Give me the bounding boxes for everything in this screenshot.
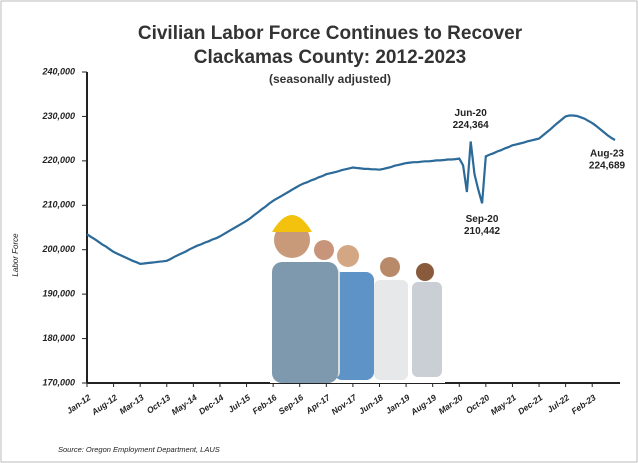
hard-hat xyxy=(272,215,312,232)
value-label: 210,442 xyxy=(464,226,501,237)
chart-subtitle: Clackamas County: 2012-2023 xyxy=(194,47,466,68)
worker-head xyxy=(380,257,400,277)
worker-figure xyxy=(334,272,374,380)
y-tick-label: 220,000 xyxy=(41,155,75,165)
worker-figure xyxy=(374,280,408,380)
y-tick-label: 170,000 xyxy=(42,377,75,387)
chart-note: (seasonally adjusted) xyxy=(269,72,391,86)
worker-head xyxy=(416,263,434,281)
annotation-date: Jun-20 xyxy=(455,108,488,119)
worker-figure xyxy=(412,282,442,377)
source-note: Source: Oregon Employment Department, LA… xyxy=(58,445,220,454)
y-tick-label: 240,000 xyxy=(41,66,75,76)
y-tick-label: 210,000 xyxy=(41,200,75,210)
y-tick-label: 180,000 xyxy=(42,333,75,343)
worker-head xyxy=(337,245,359,267)
series-line xyxy=(86,114,616,266)
worker-figure xyxy=(272,262,338,383)
y-tick-label: 200,000 xyxy=(41,244,75,254)
workers-photo xyxy=(270,205,445,383)
annotation-date: Sep-20 xyxy=(466,214,499,225)
y-axis-label: Labor Force xyxy=(11,233,20,277)
worker-head xyxy=(314,240,334,260)
chart-title: Civilian Labor Force Continues to Recove… xyxy=(138,23,523,44)
value-label: 224,364 xyxy=(453,120,490,131)
annotation-date: Aug-23 xyxy=(590,148,624,159)
y-tick-label: 190,000 xyxy=(42,289,75,299)
value-label: 224,689 xyxy=(589,160,626,171)
y-tick-label: 230,000 xyxy=(41,111,75,121)
